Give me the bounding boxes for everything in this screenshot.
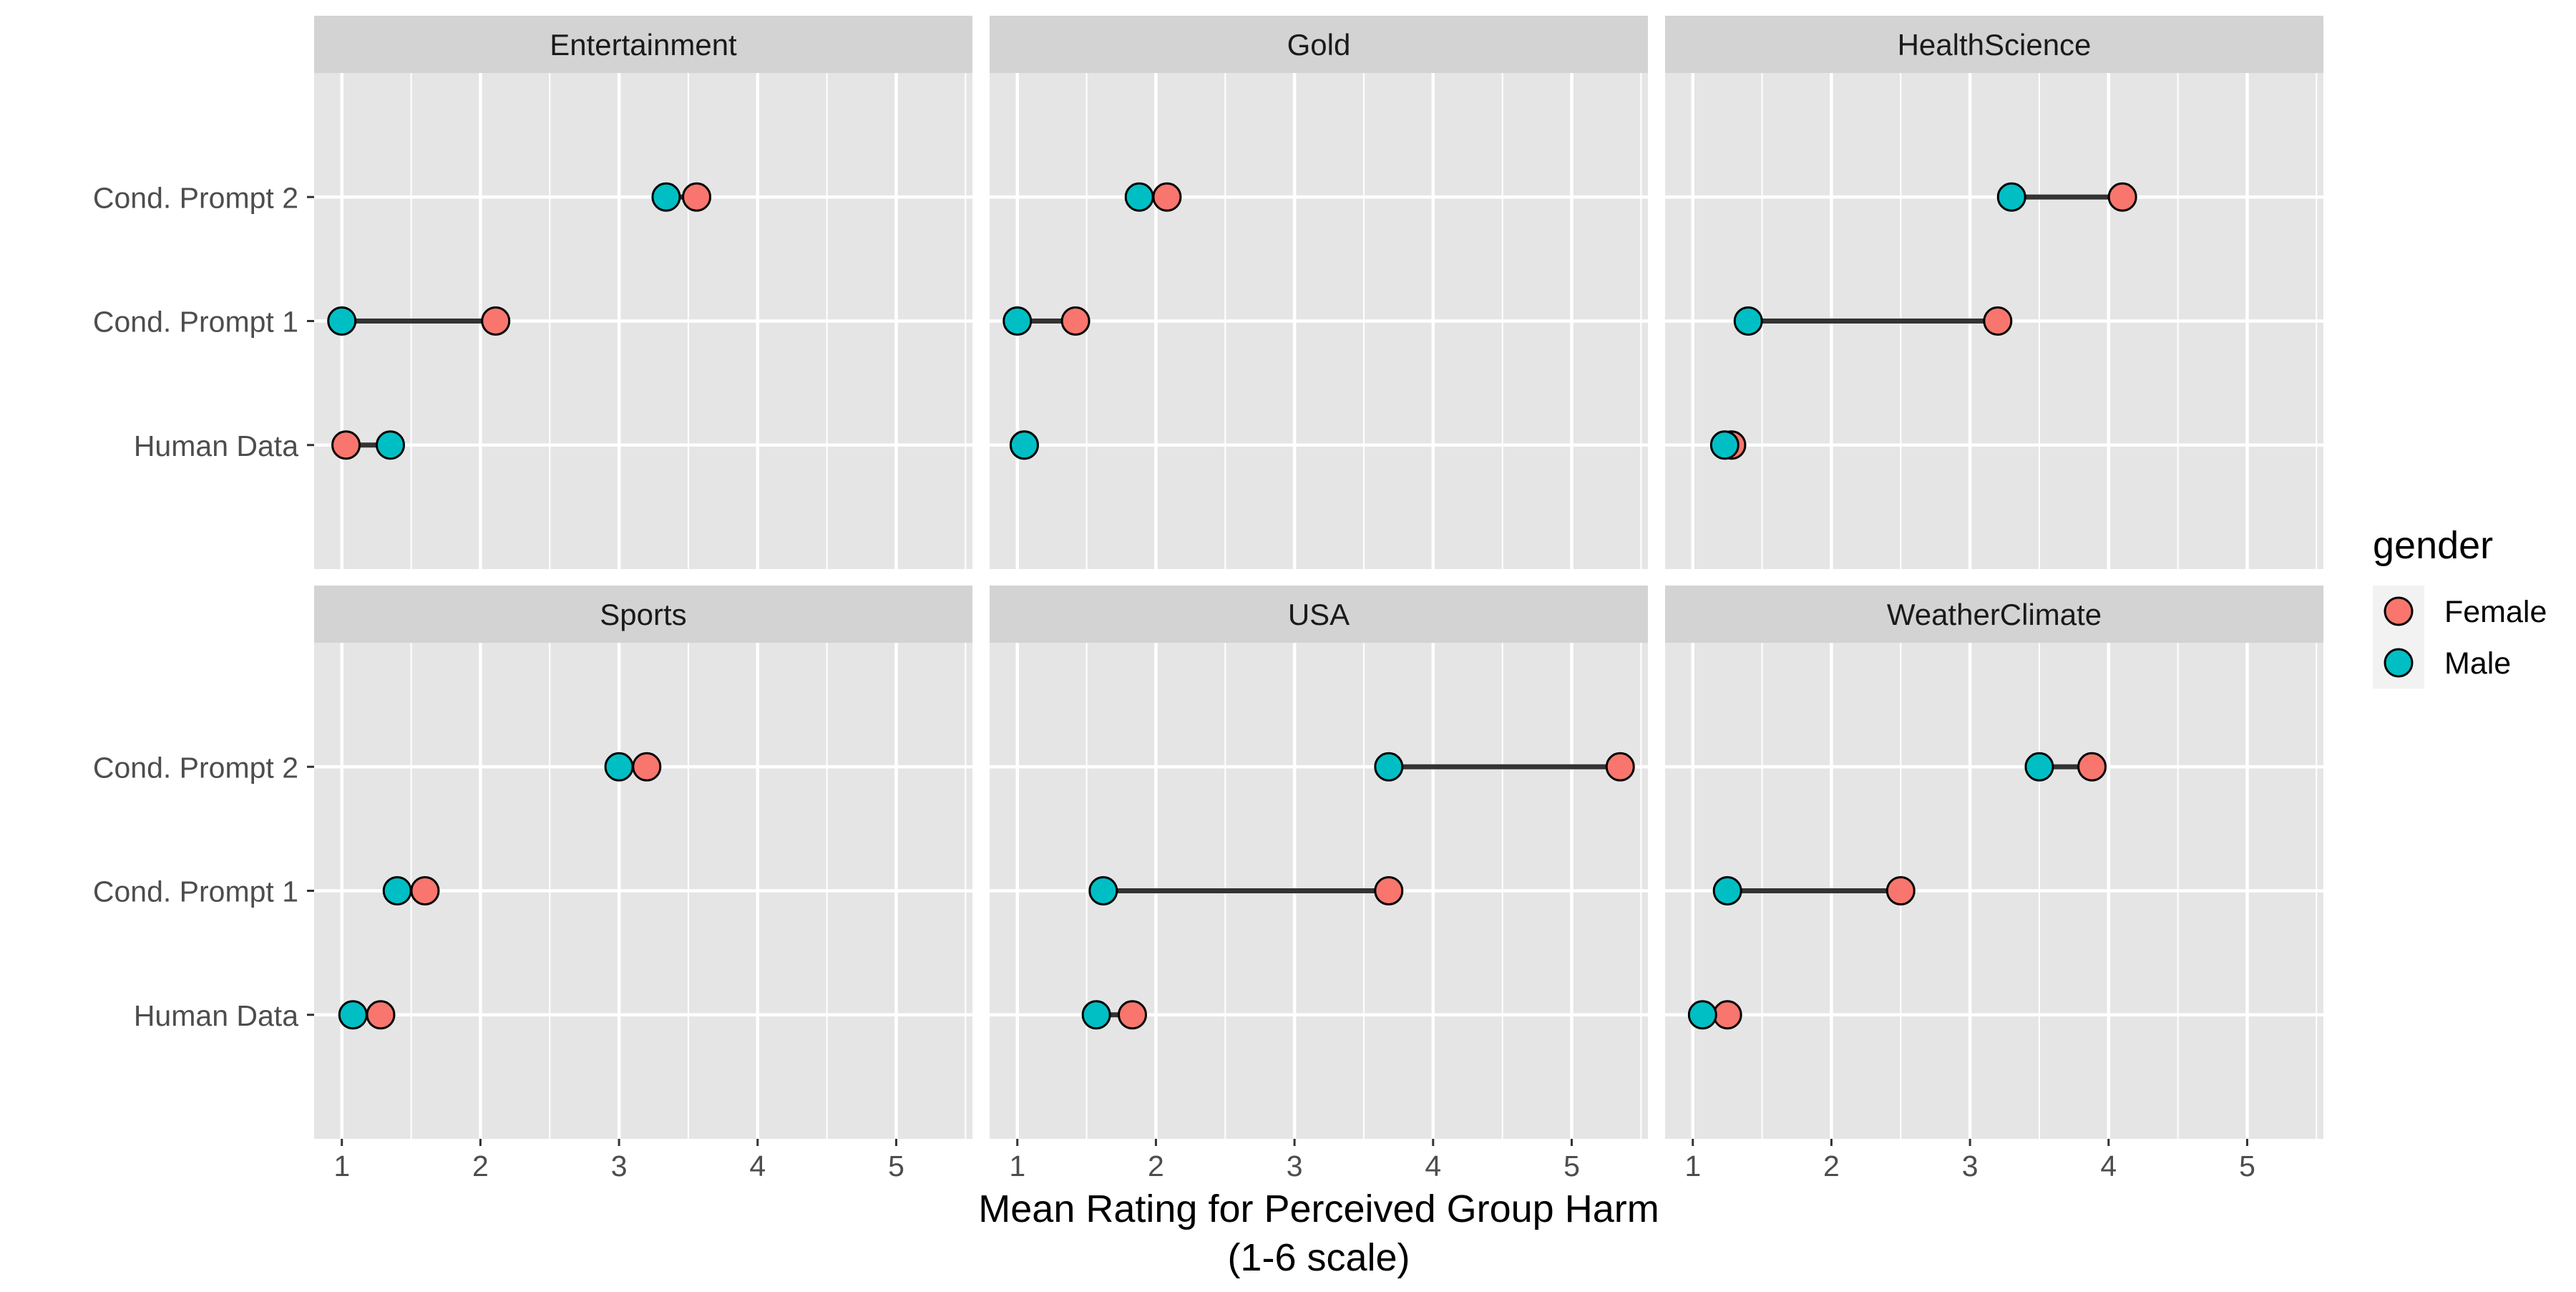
facet-strip (990, 586, 1648, 643)
x-tick-label: 4 (749, 1150, 766, 1182)
x-tick-label: 5 (888, 1150, 904, 1182)
facet-title: HealthScience (1898, 28, 2092, 62)
male-point (1733, 306, 1763, 336)
male-point (1374, 752, 1404, 782)
legend-label: Female (2444, 595, 2547, 629)
male-point (604, 752, 634, 782)
x-tick-label: 4 (1425, 1150, 1441, 1182)
male-point (327, 306, 357, 336)
x-tick-label: 2 (1148, 1150, 1164, 1182)
legend-label: Male (2444, 646, 2511, 681)
x-tick-label: 1 (333, 1150, 350, 1182)
female-point (366, 1000, 396, 1030)
male-point (1088, 876, 1118, 905)
x-tick-label: 1 (1009, 1150, 1025, 1182)
female-point (1152, 182, 1182, 212)
facet-strip (314, 586, 972, 643)
female-point (410, 876, 440, 905)
x-tick-label: 2 (1823, 1150, 1840, 1182)
y-tick-label: Cond. Prompt 1 (93, 875, 298, 908)
x-axis-title-line2: (1-6 scale) (1227, 1236, 1410, 1279)
y-tick-label: Cond. Prompt 2 (93, 751, 298, 784)
female-point (1983, 306, 2013, 336)
y-tick-label: Cond. Prompt 2 (93, 181, 298, 214)
female-point (1885, 876, 1916, 905)
female-point (2107, 182, 2137, 212)
female-point (632, 752, 662, 782)
male-point (651, 182, 681, 212)
female-point (1060, 306, 1091, 336)
male-point (1002, 306, 1033, 336)
facet-title: USA (1288, 598, 1350, 631)
female-point (2077, 752, 2107, 782)
legend-marker (2384, 596, 2414, 626)
male-point (1009, 430, 1039, 460)
male-point (1687, 1000, 1717, 1030)
facet-title: Entertainment (550, 28, 737, 62)
female-point (1117, 1000, 1147, 1030)
facet-title: Sports (600, 598, 686, 631)
female-point (1712, 1000, 1742, 1030)
female-point (331, 430, 361, 460)
facet-strip (1665, 586, 2323, 643)
female-point (682, 182, 712, 212)
x-tick-label: 3 (1962, 1150, 1979, 1182)
male-point (376, 430, 406, 460)
facet-title: WeatherClimate (1887, 598, 2102, 631)
x-tick-label: 3 (1287, 1150, 1303, 1182)
female-point (1605, 752, 1635, 782)
x-tick-label: 3 (611, 1150, 628, 1182)
y-tick-label: Human Data (134, 999, 298, 1032)
male-point (382, 876, 412, 905)
x-tick-label: 5 (1563, 1150, 1580, 1182)
facet-strip (314, 16, 972, 73)
x-tick-label: 1 (1684, 1150, 1701, 1182)
male-point (1996, 182, 2026, 212)
legend-marker (2384, 648, 2414, 678)
facet-strip (1665, 16, 2323, 73)
x-tick-label: 2 (472, 1150, 489, 1182)
facet-title: Gold (1287, 28, 1351, 62)
male-point (1712, 876, 1742, 905)
legend-title: gender (2373, 524, 2493, 567)
male-point (338, 1000, 368, 1030)
male-point (2024, 752, 2054, 782)
facet-strip (990, 16, 1648, 73)
y-tick-label: Human Data (134, 429, 298, 462)
y-tick-label: Cond. Prompt 1 (93, 306, 298, 339)
male-point (1081, 1000, 1111, 1030)
x-axis-title-line1: Mean Rating for Perceived Group Harm (978, 1187, 1659, 1230)
male-point (1709, 430, 1740, 460)
female-point (1374, 876, 1404, 905)
x-tick-label: 4 (2100, 1150, 2117, 1182)
x-tick-label: 5 (2239, 1150, 2255, 1182)
female-point (481, 306, 511, 336)
male-point (1124, 182, 1154, 212)
